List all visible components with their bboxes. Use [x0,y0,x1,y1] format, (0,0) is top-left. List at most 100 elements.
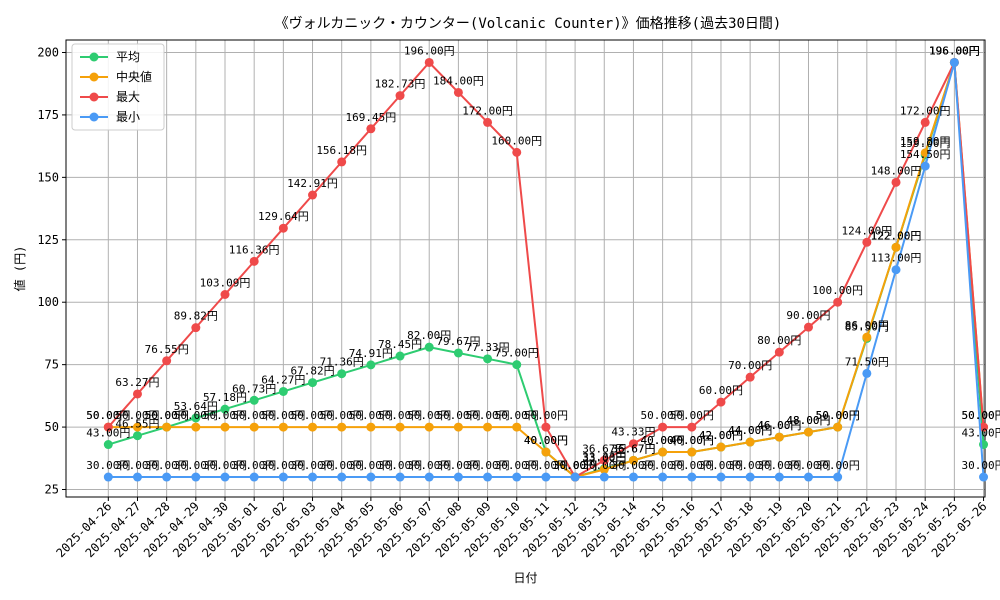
y-tick-label: 150 [37,170,59,184]
data-point [862,237,872,247]
data-point [395,351,405,361]
data-point [103,472,113,482]
data-point [308,472,318,482]
data-point [803,472,813,482]
grid [66,40,985,497]
data-label: 196.00円 [929,44,980,57]
data-label: 33.00円 [582,452,626,465]
data-label: 67.82円 [290,365,334,378]
data-label: 142.91円 [287,177,338,190]
data-label: 30.00円 [115,459,159,472]
data-point [366,472,376,482]
data-point [395,91,405,101]
data-point [220,289,230,299]
data-label: 46.00円 [757,419,801,432]
legend-swatch-marker [89,112,99,122]
data-label: 30.00円 [436,459,480,472]
data-label: 30.00円 [232,459,276,472]
data-point [483,117,493,127]
y-tick-label: 25 [45,483,59,497]
data-point [483,354,493,364]
data-point [687,422,697,432]
data-label: 79.67円 [436,335,480,348]
data-point [687,447,697,457]
data-label: 50.00円 [466,409,510,422]
data-point [862,332,872,342]
data-point [308,422,318,432]
data-point [774,432,784,442]
data-point [162,356,172,366]
data-point [658,472,668,482]
data-label: 50.00円 [378,409,422,422]
data-label: 46.00円 [757,419,801,432]
data-point [599,455,609,465]
data-point [512,472,522,482]
x-axis-title: 日付 [513,571,537,585]
series-3 [103,57,989,482]
data-point [132,422,142,432]
data-point [191,323,201,333]
legend-label: 平均 [116,50,140,64]
data-point [191,413,201,423]
data-label: 48.00円 [786,414,830,427]
data-point [453,348,463,358]
data-label: 159.00円 [900,137,951,150]
data-label: 36.67円 [582,442,626,455]
data-label: 50.00円 [145,409,189,422]
data-label: 50.00円 [145,409,189,422]
data-point [833,297,843,307]
data-label: 160.00円 [491,134,542,147]
data-point [833,472,843,482]
data-label: 50.00円 [641,409,685,422]
data-label: 156.18円 [316,144,367,157]
data-label: 50.00円 [349,409,393,422]
data-label: 30.00円 [816,459,860,472]
data-point [541,447,551,457]
legend-label: 最小 [116,110,140,124]
data-label: 30.00円 [145,459,189,472]
data-label: 57.18円 [203,391,247,404]
data-point [541,422,551,432]
data-label: 63.27円 [115,376,159,389]
data-label: 50.00円 [816,409,860,422]
data-point [337,422,347,432]
data-label: 40.00円 [670,434,714,447]
data-point [774,347,784,357]
data-point [483,422,493,432]
legend-entry: 最大 [80,90,140,104]
data-label: 50.00円 [436,409,480,422]
data-point [132,389,142,399]
data-label: 30.00円 [553,459,597,472]
data-label: 40.00円 [524,434,568,447]
data-point [395,422,405,432]
data-label: 30.00円 [641,459,685,472]
data-label: 116.36円 [229,243,280,256]
data-label: 30.00円 [961,459,1000,472]
data-point [920,117,930,127]
data-label: 64.27円 [261,373,305,386]
data-label: 196.00円 [404,44,455,57]
data-point [716,442,726,452]
data-point [979,422,989,432]
data-label: 40.00円 [524,434,568,447]
data-label: 172.00円 [900,104,951,117]
data-label: 184.00円 [433,74,484,87]
data-label: 76.55円 [145,343,189,356]
data-label: 196.00円 [929,44,980,57]
data-point [891,265,901,275]
data-label: 44.00円 [728,424,772,437]
data-point [424,472,434,482]
data-label: 44.00円 [728,424,772,437]
data-point [949,57,959,67]
data-point [395,472,405,482]
data-point [979,472,989,482]
data-label: 30.00円 [553,459,597,472]
y-tick-label: 125 [37,233,59,247]
data-point [453,87,463,97]
data-label: 71.50円 [845,355,889,368]
legend-label: 最大 [116,90,140,104]
data-label: 36.67円 [611,442,655,455]
data-point [658,447,668,457]
data-label: 30.00円 [582,459,626,472]
